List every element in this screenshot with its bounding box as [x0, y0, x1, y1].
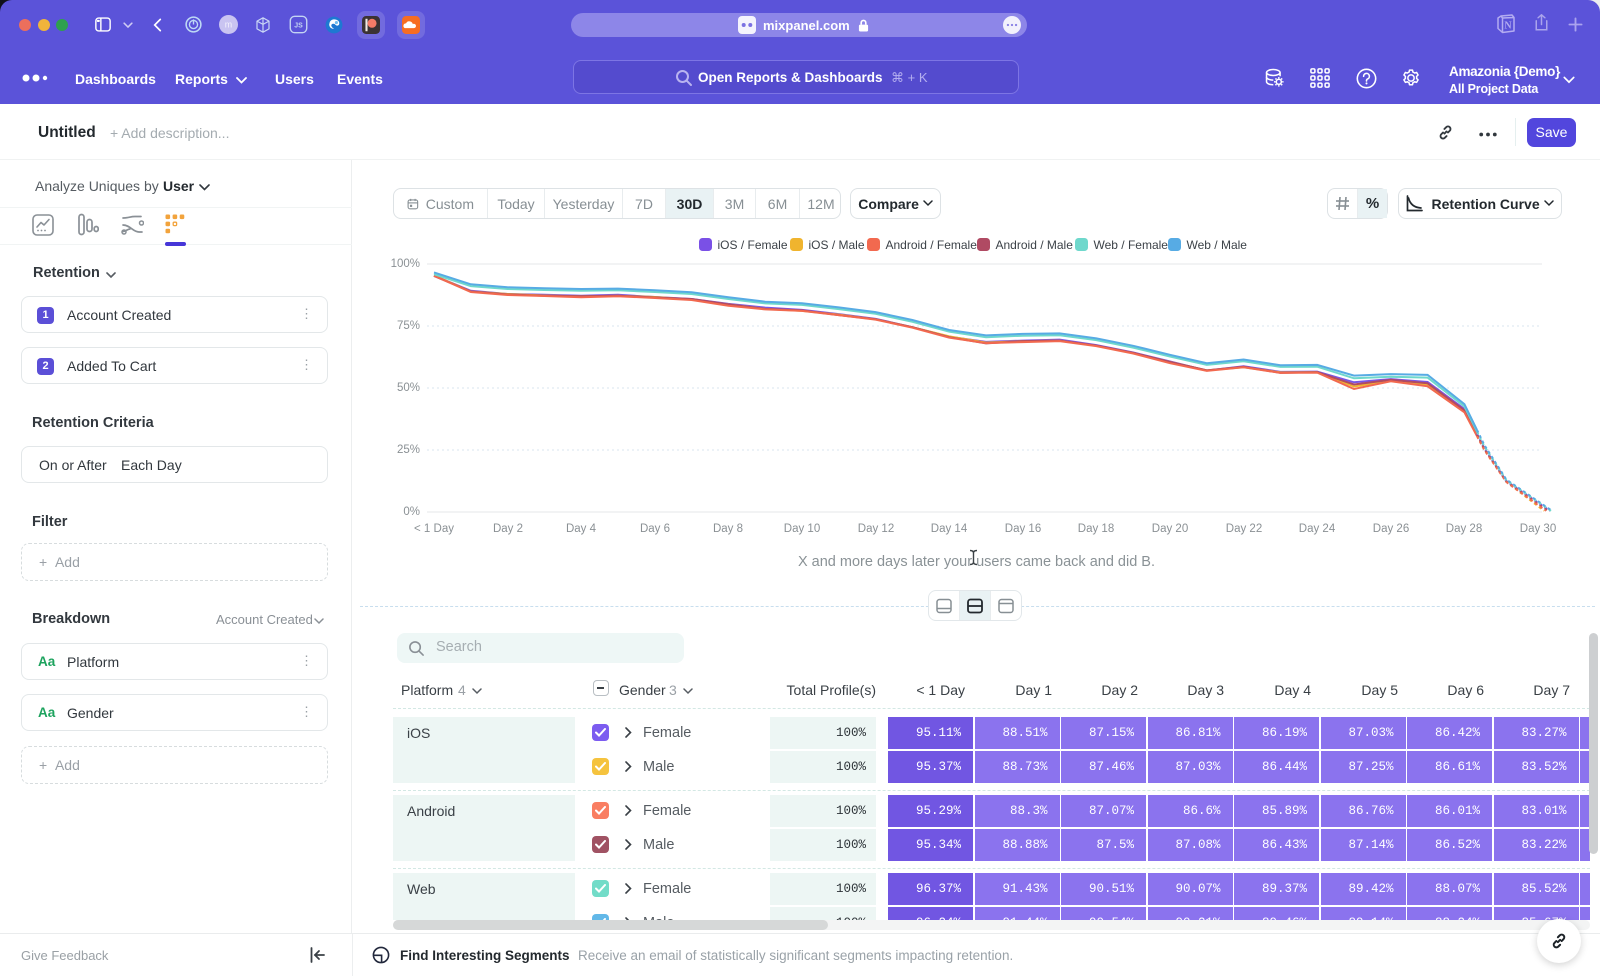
- svg-text:m: m: [224, 20, 231, 30]
- svg-text:JS: JS: [294, 23, 303, 30]
- svg-text:N: N: [1504, 21, 1512, 32]
